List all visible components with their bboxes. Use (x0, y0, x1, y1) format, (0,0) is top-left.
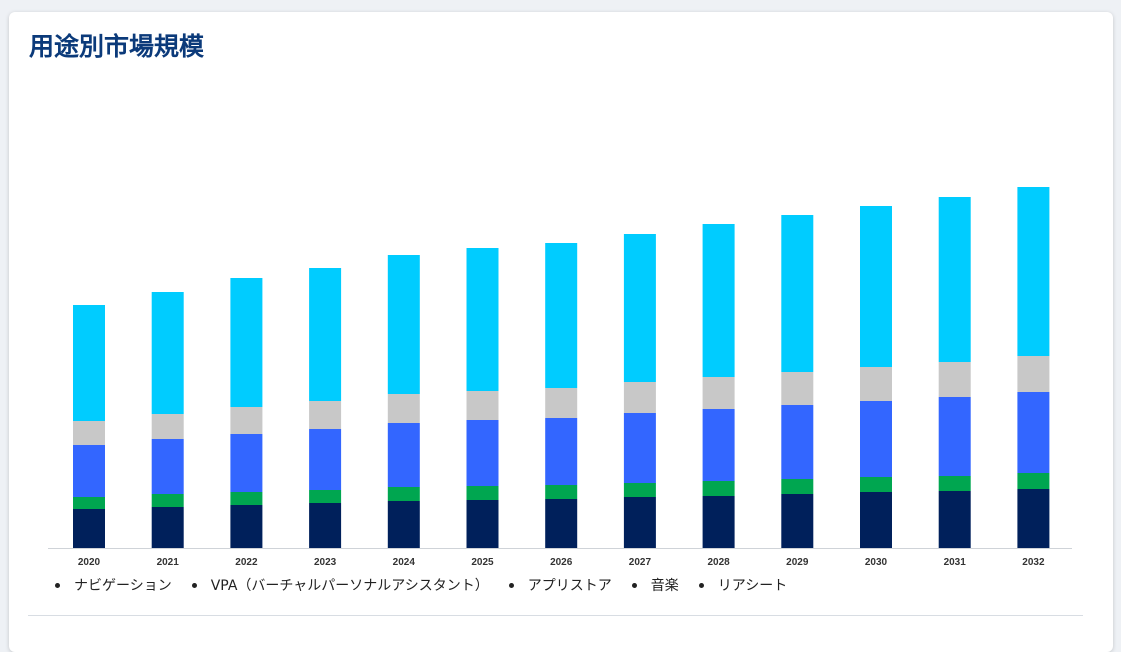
divider (28, 615, 1083, 616)
bar-segment-2026-s1 (545, 485, 578, 499)
bar-segment-2025-s3 (466, 391, 499, 420)
legend-label: アプリストア (527, 578, 612, 594)
legend-bullet (508, 582, 514, 588)
bar-segment-2031-s1 (938, 476, 971, 491)
bar-segment-2021-s4 (151, 292, 184, 414)
x-tick-label: 2021 (157, 557, 180, 568)
bar-segment-2030-s3 (860, 367, 892, 401)
bar-segment-2025-s4 (466, 248, 499, 391)
bar-segment-2024-s3 (387, 394, 420, 423)
bar-segment-2022-s2 (230, 434, 263, 492)
x-tick-label: 2024 (393, 557, 416, 568)
chart-title: 用途別市場規模 (29, 32, 205, 61)
x-tick-label: 2030 (865, 557, 888, 568)
bar-segment-2030-s4 (860, 206, 892, 367)
x-tick-label: 2031 (944, 557, 967, 568)
bar-segment-2024-s2 (387, 423, 420, 487)
bar-segment-2020-s2 (73, 445, 105, 497)
bar-segment-2029-s0 (781, 494, 814, 548)
x-tick-label: 2022 (235, 557, 258, 568)
bar-segment-2032-s3 (1017, 356, 1050, 392)
bar-segment-2030-s1 (860, 477, 892, 492)
bar-segment-2023-s0 (309, 503, 342, 548)
bar-segment-2025-s2 (466, 420, 499, 486)
bar-segment-2026-s2 (545, 418, 578, 485)
bar-segment-2030-s0 (860, 492, 892, 548)
bar-segment-2021-s0 (151, 507, 184, 548)
legend-item-rear-seat: リアシート (698, 575, 788, 595)
bar-segment-2020-s3 (73, 421, 105, 445)
bar-segment-2028-s1 (702, 481, 735, 496)
bar-segment-2031-s2 (938, 397, 971, 476)
legend-label: 音楽 (650, 578, 679, 594)
bar-segment-2026-s3 (545, 388, 578, 418)
bar-segment-2032-s0 (1017, 489, 1050, 548)
bar-segment-2023-s3 (309, 401, 342, 429)
bar-segment-2027-s4 (623, 234, 656, 382)
bar-segment-2020-s4 (73, 305, 105, 421)
bar-segment-2026-s4 (545, 243, 578, 388)
legend-bullet (191, 582, 197, 588)
legend-bullet (698, 582, 704, 588)
bar-segment-2023-s2 (309, 429, 342, 490)
bar-segment-2025-s0 (466, 500, 499, 548)
bar-segment-2024-s0 (387, 501, 420, 548)
bar-segment-2023-s1 (309, 490, 342, 503)
bar-segment-2028-s4 (702, 224, 735, 377)
bars-group (73, 187, 1050, 548)
x-tick-label: 2026 (550, 557, 573, 568)
bar-segment-2027-s0 (623, 497, 656, 548)
legend-item-music: 音楽 (631, 575, 679, 595)
bar-segment-2021-s2 (151, 439, 184, 494)
bar-segment-2027-s2 (623, 413, 656, 483)
bar-segment-2031-s0 (938, 491, 971, 548)
bar-segment-2029-s2 (781, 405, 814, 479)
legend-label: ナビゲーション (74, 578, 172, 594)
stacked-bar-chart: 2020 2021 2022 2023 2024 2025 2026 2027 2028 2029… (48, 187, 1072, 568)
legend-label: リアシート (717, 578, 788, 594)
x-tick-label: 2020 (78, 557, 101, 568)
bar-segment-2031-s3 (938, 362, 971, 397)
bar-segment-2032-s4 (1017, 187, 1050, 356)
bar-segment-2020-s0 (73, 509, 105, 548)
bar-segment-2020-s1 (73, 497, 105, 509)
bar-segment-2022-s3 (230, 407, 263, 434)
bar-segment-2021-s1 (151, 494, 184, 507)
bar-segment-2032-s2 (1017, 392, 1050, 473)
bar-segment-2032-s1 (1017, 473, 1050, 489)
legend-bullet (631, 582, 637, 588)
x-axis-ticks: 2020 2021 2022 2023 2024 2025 2026 2027 2028 2029… (78, 557, 1045, 568)
bar-segment-2023-s4 (309, 268, 342, 401)
bar-segment-2027-s3 (623, 382, 656, 413)
bar-segment-2031-s4 (938, 197, 971, 362)
legend-item-navigation: ナビゲーション (55, 575, 172, 595)
bar-segment-2029-s4 (781, 215, 814, 372)
legend-bullet (55, 582, 60, 588)
legend-item-app-store: アプリストア (508, 575, 612, 595)
bar-segment-2022-s0 (230, 505, 263, 548)
bar-segment-2027-s1 (623, 483, 656, 497)
bar-segment-2024-s1 (387, 487, 420, 501)
bar-segment-2029-s3 (781, 372, 814, 405)
x-tick-label: 2023 (314, 557, 337, 568)
x-tick-label: 2025 (471, 557, 494, 568)
bar-segment-2024-s4 (387, 255, 420, 394)
legend-label: VPA（バーチャルパーソナルアシスタント） (210, 578, 489, 594)
bar-segment-2028-s0 (702, 496, 735, 548)
bar-segment-2022-s1 (230, 492, 263, 505)
x-tick-label: 2032 (1022, 557, 1045, 568)
bar-segment-2030-s2 (860, 401, 892, 477)
bar-segment-2022-s4 (230, 278, 263, 407)
bar-segment-2025-s1 (466, 486, 499, 500)
bar-segment-2028-s3 (702, 377, 735, 409)
legend-item-vpa: VPA（バーチャルパーソナルアシスタント） (191, 575, 489, 595)
x-tick-label: 2028 (707, 557, 730, 568)
bar-segment-2026-s0 (545, 499, 578, 548)
bar-segment-2028-s2 (702, 409, 735, 481)
bar-segment-2021-s3 (151, 414, 184, 439)
legend: ナビゲーション VPA（バーチャルパーソナルアシスタント） アプリストア 音楽 … (55, 575, 807, 595)
x-tick-label: 2027 (629, 557, 652, 568)
bar-segment-2029-s1 (781, 479, 814, 494)
x-tick-label: 2029 (786, 557, 809, 568)
